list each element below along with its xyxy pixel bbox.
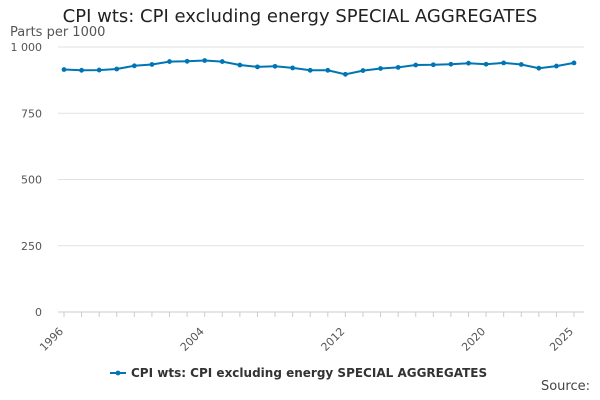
data-point — [342, 71, 348, 77]
data-point — [79, 67, 84, 73]
data-point — [466, 60, 471, 66]
data-point — [554, 63, 559, 69]
x-tick-label: 1996 — [37, 325, 66, 354]
x-tick-label: 2004 — [178, 325, 207, 354]
data-point — [448, 61, 454, 67]
data-point — [518, 62, 524, 67]
data-point — [501, 60, 507, 66]
data-point — [272, 63, 278, 69]
data-point — [483, 61, 489, 67]
data-point — [413, 62, 419, 68]
data-point — [325, 67, 331, 73]
data-point — [307, 67, 313, 73]
legend-marker — [115, 370, 121, 376]
data-point — [395, 65, 401, 70]
series-line — [63, 59, 575, 76]
data-point — [290, 65, 296, 71]
source-label: Source: — [540, 379, 590, 394]
data-point — [255, 64, 260, 70]
data-point — [430, 62, 436, 68]
legend-label: CPI wts: CPI excluding energy SPECIAL AG… — [131, 366, 487, 380]
y-tick-label: 1 000 — [11, 41, 43, 54]
chart-title: CPI wts: CPI excluding energy SPECIAL AG… — [62, 6, 538, 27]
data-point — [536, 65, 542, 71]
data-point — [114, 66, 120, 72]
data-point — [360, 68, 366, 73]
x-tick-label: 2025 — [547, 325, 576, 354]
data-point — [184, 58, 190, 64]
y-tick-label: 500 — [21, 174, 42, 187]
data-point — [378, 66, 383, 71]
data-point — [61, 67, 67, 72]
data-point — [202, 58, 208, 63]
y-tick-label: 250 — [21, 240, 42, 253]
data-point — [219, 59, 225, 64]
data-point — [149, 62, 155, 67]
data-point — [237, 62, 243, 68]
data-point — [96, 67, 102, 73]
y-axis-label: Parts per 1000 — [10, 25, 105, 40]
data-point — [167, 59, 172, 64]
x-tick-label: 2012 — [319, 325, 348, 354]
y-tick-label: 750 — [21, 107, 42, 120]
data-point — [131, 63, 137, 69]
x-tick-label: 2020 — [459, 325, 488, 354]
y-tick-label: 0 — [35, 306, 42, 319]
data-point — [571, 60, 577, 66]
